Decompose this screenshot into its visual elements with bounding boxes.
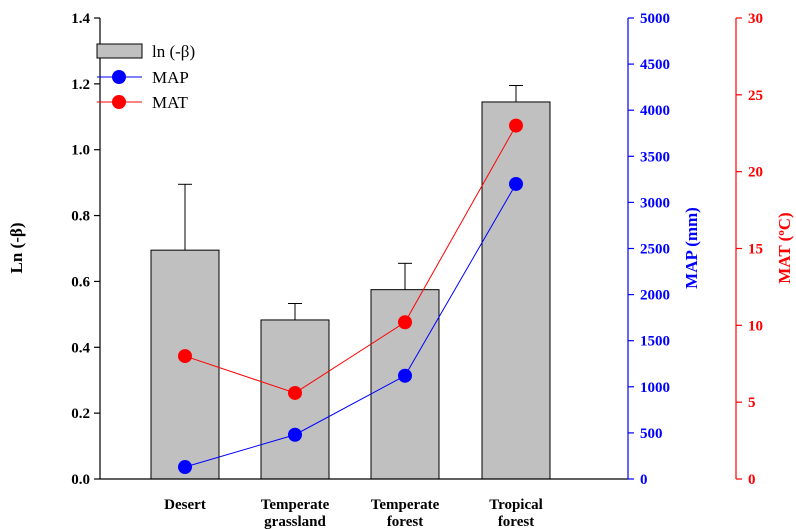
right1-tick-label: 4000 [640,103,670,119]
right2-tick-label: 30 [748,11,763,27]
category-label: forest [387,514,423,529]
left-tick-label: 1.2 [71,77,90,93]
right1-tick-label: 1500 [640,334,670,350]
mat-point [398,315,412,330]
mat-axis-ticks: 0 5 10 15 20 25 30 [736,11,763,488]
right2-tick-label: 25 [748,88,763,104]
left-tick-label: 0.4 [71,340,90,356]
right1-tick-label: 2000 [640,288,670,304]
left-tick-label: 1.0 [71,143,90,159]
map-axis-title: MAP (mm) [682,207,701,289]
right1-tick-label: 500 [640,426,663,442]
legend-label-bar: ln (-β) [152,42,195,61]
left-tick-label: 0.6 [71,274,90,290]
mat-line [184,125,517,394]
mat-axis-title-sup: o [775,230,787,236]
mat-point [288,385,302,400]
map-line [184,183,517,468]
mat-point [509,118,523,133]
bar [260,319,330,480]
right1-tick-label: 4500 [640,57,670,73]
category-label: Desert [164,497,206,513]
legend-swatch-bar [96,43,143,59]
right1-tick-label: 5000 [640,11,670,27]
map-point [178,460,192,475]
right1-tick-label: 2500 [640,242,670,258]
map-point [398,368,412,383]
left-tick-label: 0.2 [71,406,90,422]
right1-tick-label: 0 [640,472,648,488]
error-bars [178,85,523,320]
right1-tick-label: 1000 [640,380,670,396]
category-label: forest [498,514,534,529]
right1-tick-label: 3500 [640,149,670,165]
left-tick-label: 1.4 [71,11,90,27]
mat-axis-title-end: C) [775,212,794,230]
left-tick-label: 0.8 [71,209,90,225]
legend-swatch-mat-marker [112,95,126,109]
right2-tick-label: 5 [748,395,756,411]
category-label: Tropical [489,497,543,513]
category-label: Temperate [371,497,440,513]
right2-tick-label: 15 [748,242,763,258]
right2-tick-label: 0 [748,472,756,488]
left-tick-label: 0.0 [71,472,90,488]
map-point [288,427,302,442]
category-labels: Desert TemperategrasslandTemperateforestT… [164,497,543,529]
right1-tick-label: 3000 [640,195,670,211]
line-series [178,118,523,475]
legend-label-map: MAP [152,68,189,87]
left-axis-title: Ln (-β) [7,223,26,274]
legend: ln (-β) MAP MAT [96,42,195,112]
mat-point [178,349,192,364]
right2-tick-label: 10 [748,318,763,334]
bar-series [150,101,551,480]
legend-label-mat: MAT [152,93,189,112]
mat-axis-title: MAT (oC) [775,212,794,283]
map-point [509,176,523,191]
map-axis-ticks: 0 500 1000 1500 2000 2500 3000 3500 4000 4500 5000 [628,11,670,488]
category-label: grassland [264,514,326,529]
legend-swatch-map-marker [112,70,126,84]
bar [481,101,551,480]
mat-axis-title-main: MAT ( [775,235,794,283]
right2-tick-label: 20 [748,165,763,181]
left-axis-ticks: 0.0 0.2 0.4 0.6 0.8 1.0 1.2 1.4 [71,11,100,488]
category-label: Temperate [261,497,330,513]
